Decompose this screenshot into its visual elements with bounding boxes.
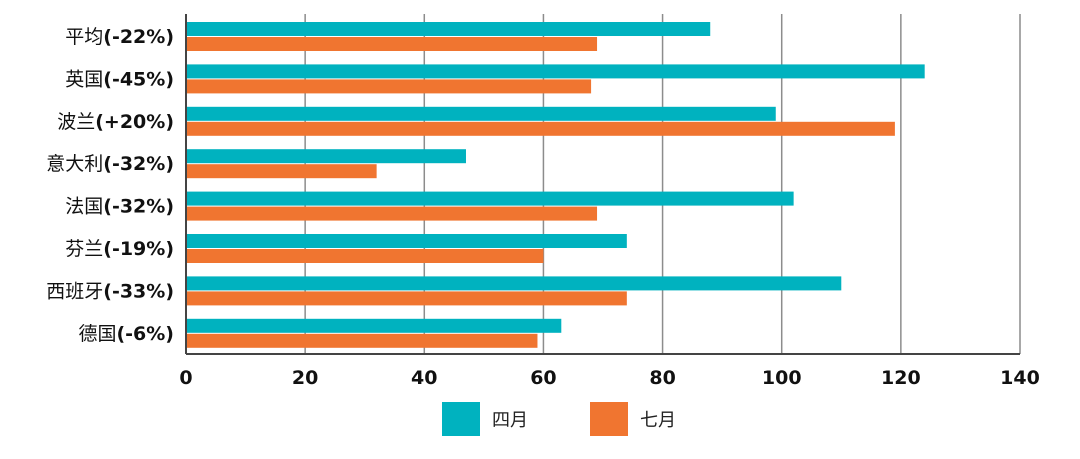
legend: 四月 七月 xyxy=(442,402,676,436)
bar-april xyxy=(186,22,711,36)
category-label: 芬兰(-19%) xyxy=(65,238,174,260)
category-name: 平均 xyxy=(65,26,103,48)
category-label: 德国(-6%) xyxy=(78,323,174,345)
category-change-pct: (-32%) xyxy=(103,153,174,175)
bar-april xyxy=(186,276,842,291)
category-name: 英国 xyxy=(65,68,103,90)
category-change-pct: (-32%) xyxy=(103,196,174,218)
legend-label-july: 七月 xyxy=(640,410,676,431)
axes: 0 20 40 60 80 100 120 140 xyxy=(179,14,1040,389)
category-name: 波兰 xyxy=(57,111,95,133)
bar-july xyxy=(186,291,627,306)
x-tick-label: 20 xyxy=(292,367,318,389)
x-tick-label: 60 xyxy=(530,367,556,389)
bar-july xyxy=(186,121,895,136)
category-label: 英国(-45%) xyxy=(65,68,174,90)
x-tick-label: 40 xyxy=(411,367,437,389)
bar-april xyxy=(186,191,794,206)
bar-april xyxy=(186,318,562,333)
bar-july xyxy=(186,333,538,348)
legend-swatch-april xyxy=(442,402,480,436)
x-tick-label: 140 xyxy=(1000,367,1040,389)
x-tick-label: 120 xyxy=(881,367,921,389)
legend-label-april: 四月 xyxy=(492,410,528,431)
category-name: 芬兰 xyxy=(65,238,103,260)
bar-april xyxy=(186,149,466,164)
category-label: 法国(-32%) xyxy=(65,196,174,218)
category-label: 平均(-22%) xyxy=(65,26,174,48)
category-change-pct: (+20%) xyxy=(95,111,174,133)
bar-april xyxy=(186,64,925,79)
legend-swatch-july xyxy=(590,402,628,436)
category-change-pct: (-6%) xyxy=(116,323,174,345)
bars xyxy=(186,22,925,348)
x-tick-label: 100 xyxy=(762,367,802,389)
category-change-pct: (-33%) xyxy=(103,280,174,302)
bar-july xyxy=(186,249,544,263)
category-name: 德国 xyxy=(78,323,116,345)
category-label: 波兰(+20%) xyxy=(57,111,174,133)
bar-july xyxy=(186,79,592,94)
category-change-pct: (-19%) xyxy=(103,238,174,260)
bar-july xyxy=(186,37,598,51)
category-name: 意大利 xyxy=(46,153,103,175)
category-name: 西班牙 xyxy=(46,280,103,302)
category-label: 意大利(-32%) xyxy=(46,153,174,175)
category-label: 西班牙(-33%) xyxy=(46,280,174,302)
category-name: 法国 xyxy=(65,196,103,218)
x-tick-label: 0 xyxy=(179,367,192,389)
category-change-pct: (-45%) xyxy=(103,68,174,90)
category-labels: 平均(-22%)英国(-45%)波兰(+20%)意大利(-32%)法国(-32%… xyxy=(46,26,174,345)
bar-april xyxy=(186,234,627,248)
x-tick-label: 80 xyxy=(649,367,675,389)
bar-july xyxy=(186,206,598,221)
bar-july xyxy=(186,164,377,179)
bar-april xyxy=(186,106,776,121)
category-change-pct: (-22%) xyxy=(103,26,174,48)
